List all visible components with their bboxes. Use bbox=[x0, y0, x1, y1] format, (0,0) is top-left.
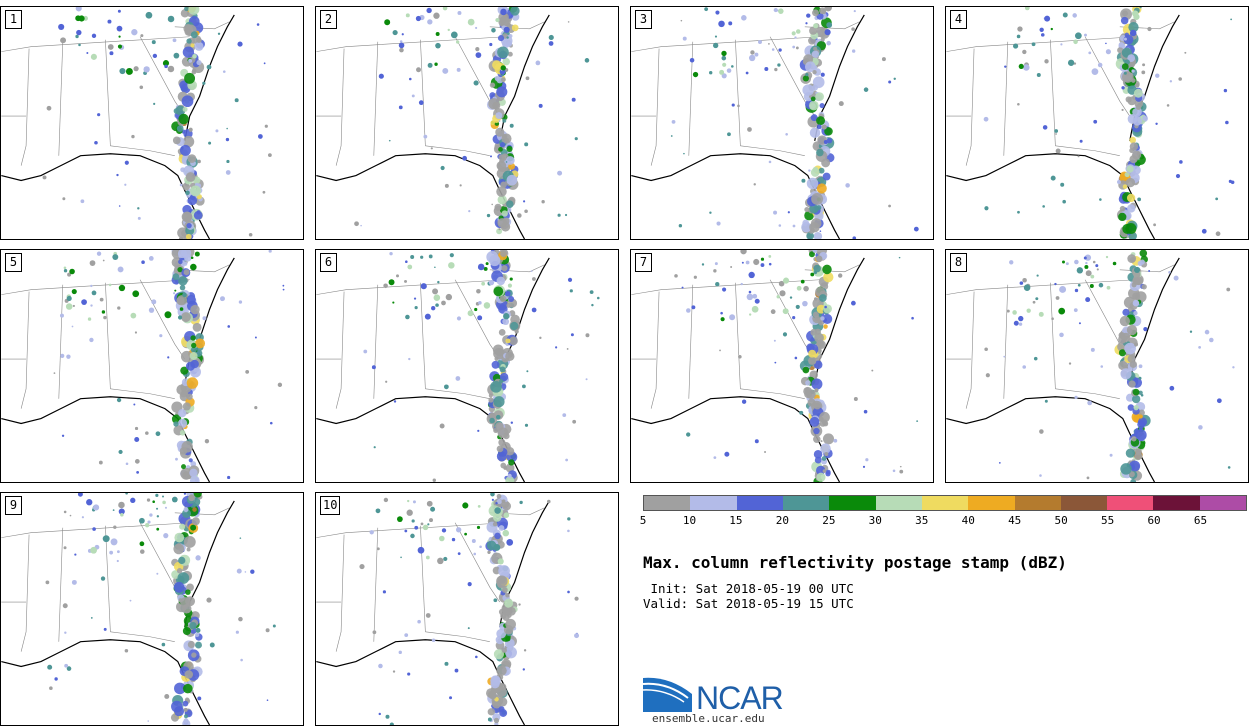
map-panel-4 bbox=[946, 7, 1235, 239]
map-panel-5 bbox=[1, 250, 285, 482]
member-number-7: 7 bbox=[635, 253, 652, 272]
ensemble-member-panel-8: 8 bbox=[945, 249, 1249, 483]
colorbar-segment bbox=[1060, 496, 1108, 510]
member-number-10: 10 bbox=[320, 496, 341, 515]
colorbar-segment bbox=[1199, 496, 1247, 510]
colorbar-segment bbox=[644, 496, 691, 510]
ensemble-member-panel-3: 3 bbox=[630, 6, 934, 240]
map-panel-7 bbox=[631, 250, 919, 482]
colorbar-segment bbox=[1153, 496, 1200, 510]
colorbar-segment bbox=[875, 496, 922, 510]
member-number-4: 4 bbox=[950, 10, 967, 29]
map-panel-6 bbox=[316, 250, 600, 482]
ensemble-member-panel-4: 4 bbox=[945, 6, 1249, 240]
member-number-9: 9 bbox=[5, 496, 22, 515]
colorbar-tick-label: 5 bbox=[639, 514, 647, 527]
colorbar-tick-label: 50 bbox=[1054, 514, 1068, 527]
ensemble-member-panel-5: 5 bbox=[0, 249, 304, 483]
init-time: Init: Sat 2018-05-19 00 UTC bbox=[643, 581, 854, 596]
map-panel-9 bbox=[1, 493, 276, 725]
colorbar-tick-label: 60 bbox=[1147, 514, 1161, 527]
colorbar-tick-label: 35 bbox=[915, 514, 929, 527]
member-number-5: 5 bbox=[5, 253, 22, 272]
colorbar-segment bbox=[690, 496, 737, 510]
site-url: ensemble.ucar.edu bbox=[652, 712, 765, 725]
colorbar-tick-label: 15 bbox=[729, 514, 743, 527]
map-panel-2 bbox=[316, 7, 590, 239]
ensemble-member-panel-7: 7 bbox=[630, 249, 934, 483]
reflectivity-colorbar bbox=[643, 495, 1247, 511]
colorbar-tick-label: 10 bbox=[682, 514, 697, 527]
ensemble-member-panel-1: 1 bbox=[0, 6, 304, 240]
map-panel-1 bbox=[1, 7, 272, 239]
colorbar-segment bbox=[1014, 496, 1061, 510]
colorbar-tick-label: 25 bbox=[822, 514, 836, 527]
map-panel-8 bbox=[946, 250, 1235, 482]
colorbar-tick-label: 45 bbox=[1008, 514, 1022, 527]
colorbar-tick-label: 40 bbox=[961, 514, 975, 527]
colorbar-segment bbox=[1107, 496, 1154, 510]
valid-time: Valid: Sat 2018-05-19 15 UTC bbox=[643, 596, 854, 611]
colorbar-segment bbox=[968, 496, 1015, 510]
map-panel-3 bbox=[631, 7, 919, 239]
ensemble-member-panel-10: 10 bbox=[315, 492, 619, 726]
page-title: Max. column reflectivity postage stamp (… bbox=[643, 553, 1067, 572]
colorbar-segment bbox=[921, 496, 969, 510]
colorbar-tick-label: 65 bbox=[1193, 514, 1208, 527]
ensemble-member-panel-2: 2 bbox=[315, 6, 619, 240]
member-number-3: 3 bbox=[635, 10, 652, 29]
map-panel-10 bbox=[316, 493, 580, 725]
colorbar-segment bbox=[782, 496, 830, 510]
colorbar-ticks: 5 10 15 20 25 30 35 40 45 50 55 60 65 bbox=[639, 514, 1247, 530]
member-number-2: 2 bbox=[320, 10, 337, 29]
ensemble-member-panel-6: 6 bbox=[315, 249, 619, 483]
member-number-6: 6 bbox=[320, 253, 337, 272]
colorbar-segment bbox=[829, 496, 876, 510]
colorbar-tick-label: 20 bbox=[775, 514, 789, 527]
member-number-1: 1 bbox=[5, 10, 22, 29]
ncar-logo-text: NCAR bbox=[696, 680, 784, 716]
colorbar-tick-label: 55 bbox=[1100, 514, 1115, 527]
colorbar-segment bbox=[736, 496, 783, 510]
member-number-8: 8 bbox=[950, 253, 967, 272]
colorbar-tick-label: 30 bbox=[868, 514, 882, 527]
ncar-logo-icon bbox=[643, 677, 692, 712]
ensemble-member-panel-9: 9 bbox=[0, 492, 304, 726]
